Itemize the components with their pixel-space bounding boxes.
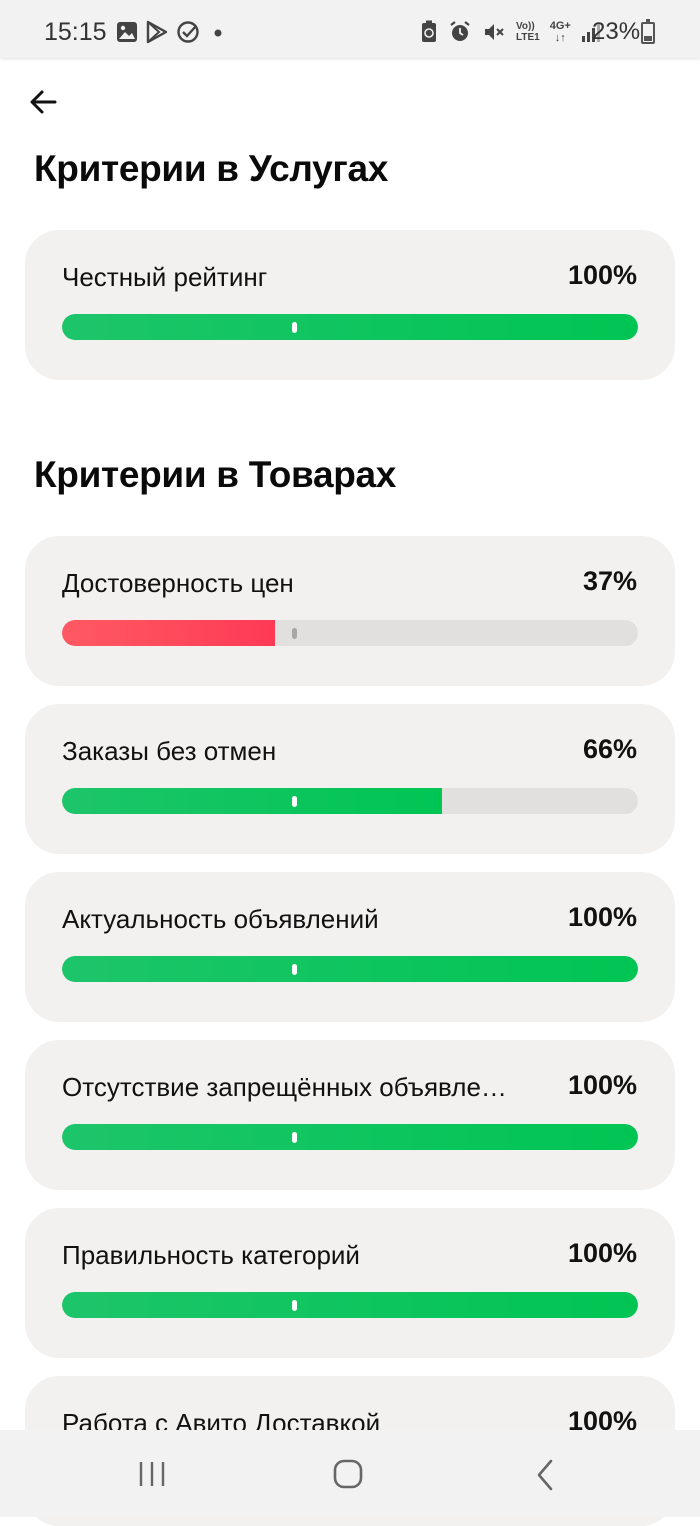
battery-percent: 23%	[592, 18, 641, 45]
goods-section-title: Критерии в Товарах	[34, 454, 397, 495]
progress-marker	[292, 322, 297, 333]
services-section-title: Критерии в Услугах	[34, 148, 389, 189]
battery-icon	[641, 19, 655, 44]
criteria-label: Актуальность объявлений	[62, 904, 379, 934]
play-store-icon	[146, 20, 168, 44]
progress-track	[62, 788, 638, 814]
mute-icon	[485, 24, 504, 40]
progress-track	[62, 1124, 638, 1150]
dot-icon	[214, 29, 222, 37]
status-notification-icons	[116, 20, 224, 44]
check-circle-icon	[177, 21, 199, 43]
gallery-icon	[117, 22, 137, 42]
battery-saver-icon	[422, 20, 436, 42]
progress-track	[62, 314, 638, 340]
criteria-value: 100%	[567, 902, 637, 932]
progress-fill	[62, 956, 638, 982]
criteria-card-goods-2: Актуальность объявлений 100%	[25, 872, 675, 1022]
criteria-card-goods-3: Отсутствие запрещённых объявле… 100%	[25, 1040, 675, 1190]
criteria-card-goods-4: Правильность категорий 100%	[25, 1208, 675, 1358]
criteria-value: 100%	[567, 1070, 637, 1100]
4g-icon: 4G+ ↓↑	[550, 20, 571, 44]
criteria-label: Правильность категорий	[62, 1240, 360, 1270]
criteria-label: Честный рейтинг	[62, 262, 268, 292]
progress-marker	[292, 1132, 297, 1143]
data-arrows-icon: ↓↑	[554, 32, 566, 44]
progress-marker	[292, 1300, 297, 1311]
progress-fill	[62, 1124, 638, 1150]
status-time: 15:15	[44, 18, 107, 46]
progress-fill	[62, 1292, 638, 1318]
criteria-label: Отсутствие запрещённых объявле…	[62, 1072, 507, 1102]
criteria-value: 66%	[582, 734, 637, 764]
criteria-card-goods-0: Достоверность цен 37%	[25, 536, 675, 686]
recents-button[interactable]	[138, 1460, 166, 1488]
volte-label-top: Vo))	[516, 21, 535, 32]
network-label: 4G+	[549, 20, 571, 32]
criteria-card-goods-1: Заказы без отмен 66%	[25, 704, 675, 854]
system-nav-bar	[0, 1430, 700, 1517]
progress-fill	[62, 314, 638, 340]
progress-marker	[292, 628, 297, 639]
progress-marker	[292, 964, 297, 975]
back-button[interactable]	[26, 84, 62, 120]
recents-icon	[139, 1462, 165, 1486]
criteria-value: 100%	[567, 1238, 637, 1268]
back-icon	[537, 1459, 553, 1491]
progress-track	[62, 620, 638, 646]
criteria-value: 37%	[582, 566, 637, 596]
arrow-left-icon	[30, 90, 57, 114]
home-button[interactable]	[333, 1459, 363, 1489]
progress-fill	[62, 620, 276, 646]
volte-icon: Vo)) LTE1	[516, 21, 540, 43]
home-icon	[333, 1459, 363, 1489]
progress-marker	[292, 796, 297, 807]
alarm-icon	[450, 21, 470, 41]
signal-icon	[581, 23, 600, 42]
volte-label-bottom: LTE1	[516, 32, 540, 43]
criteria-card-services-0: Честный рейтинг 100%	[25, 230, 675, 380]
criteria-value: 100%	[567, 260, 637, 290]
criteria-label: Достоверность цен	[62, 568, 294, 598]
progress-fill	[62, 788, 443, 814]
status-system-icons: Vo)) LTE1 4G+ ↓↑	[420, 20, 601, 44]
criteria-label: Заказы без отмен	[62, 736, 277, 766]
nav-back-button[interactable]	[534, 1458, 556, 1492]
progress-track	[62, 956, 638, 982]
progress-track	[62, 1292, 638, 1318]
status-bar: 15:15 Vo)) LTE1 4G+ ↓↑ 23%	[0, 0, 700, 58]
